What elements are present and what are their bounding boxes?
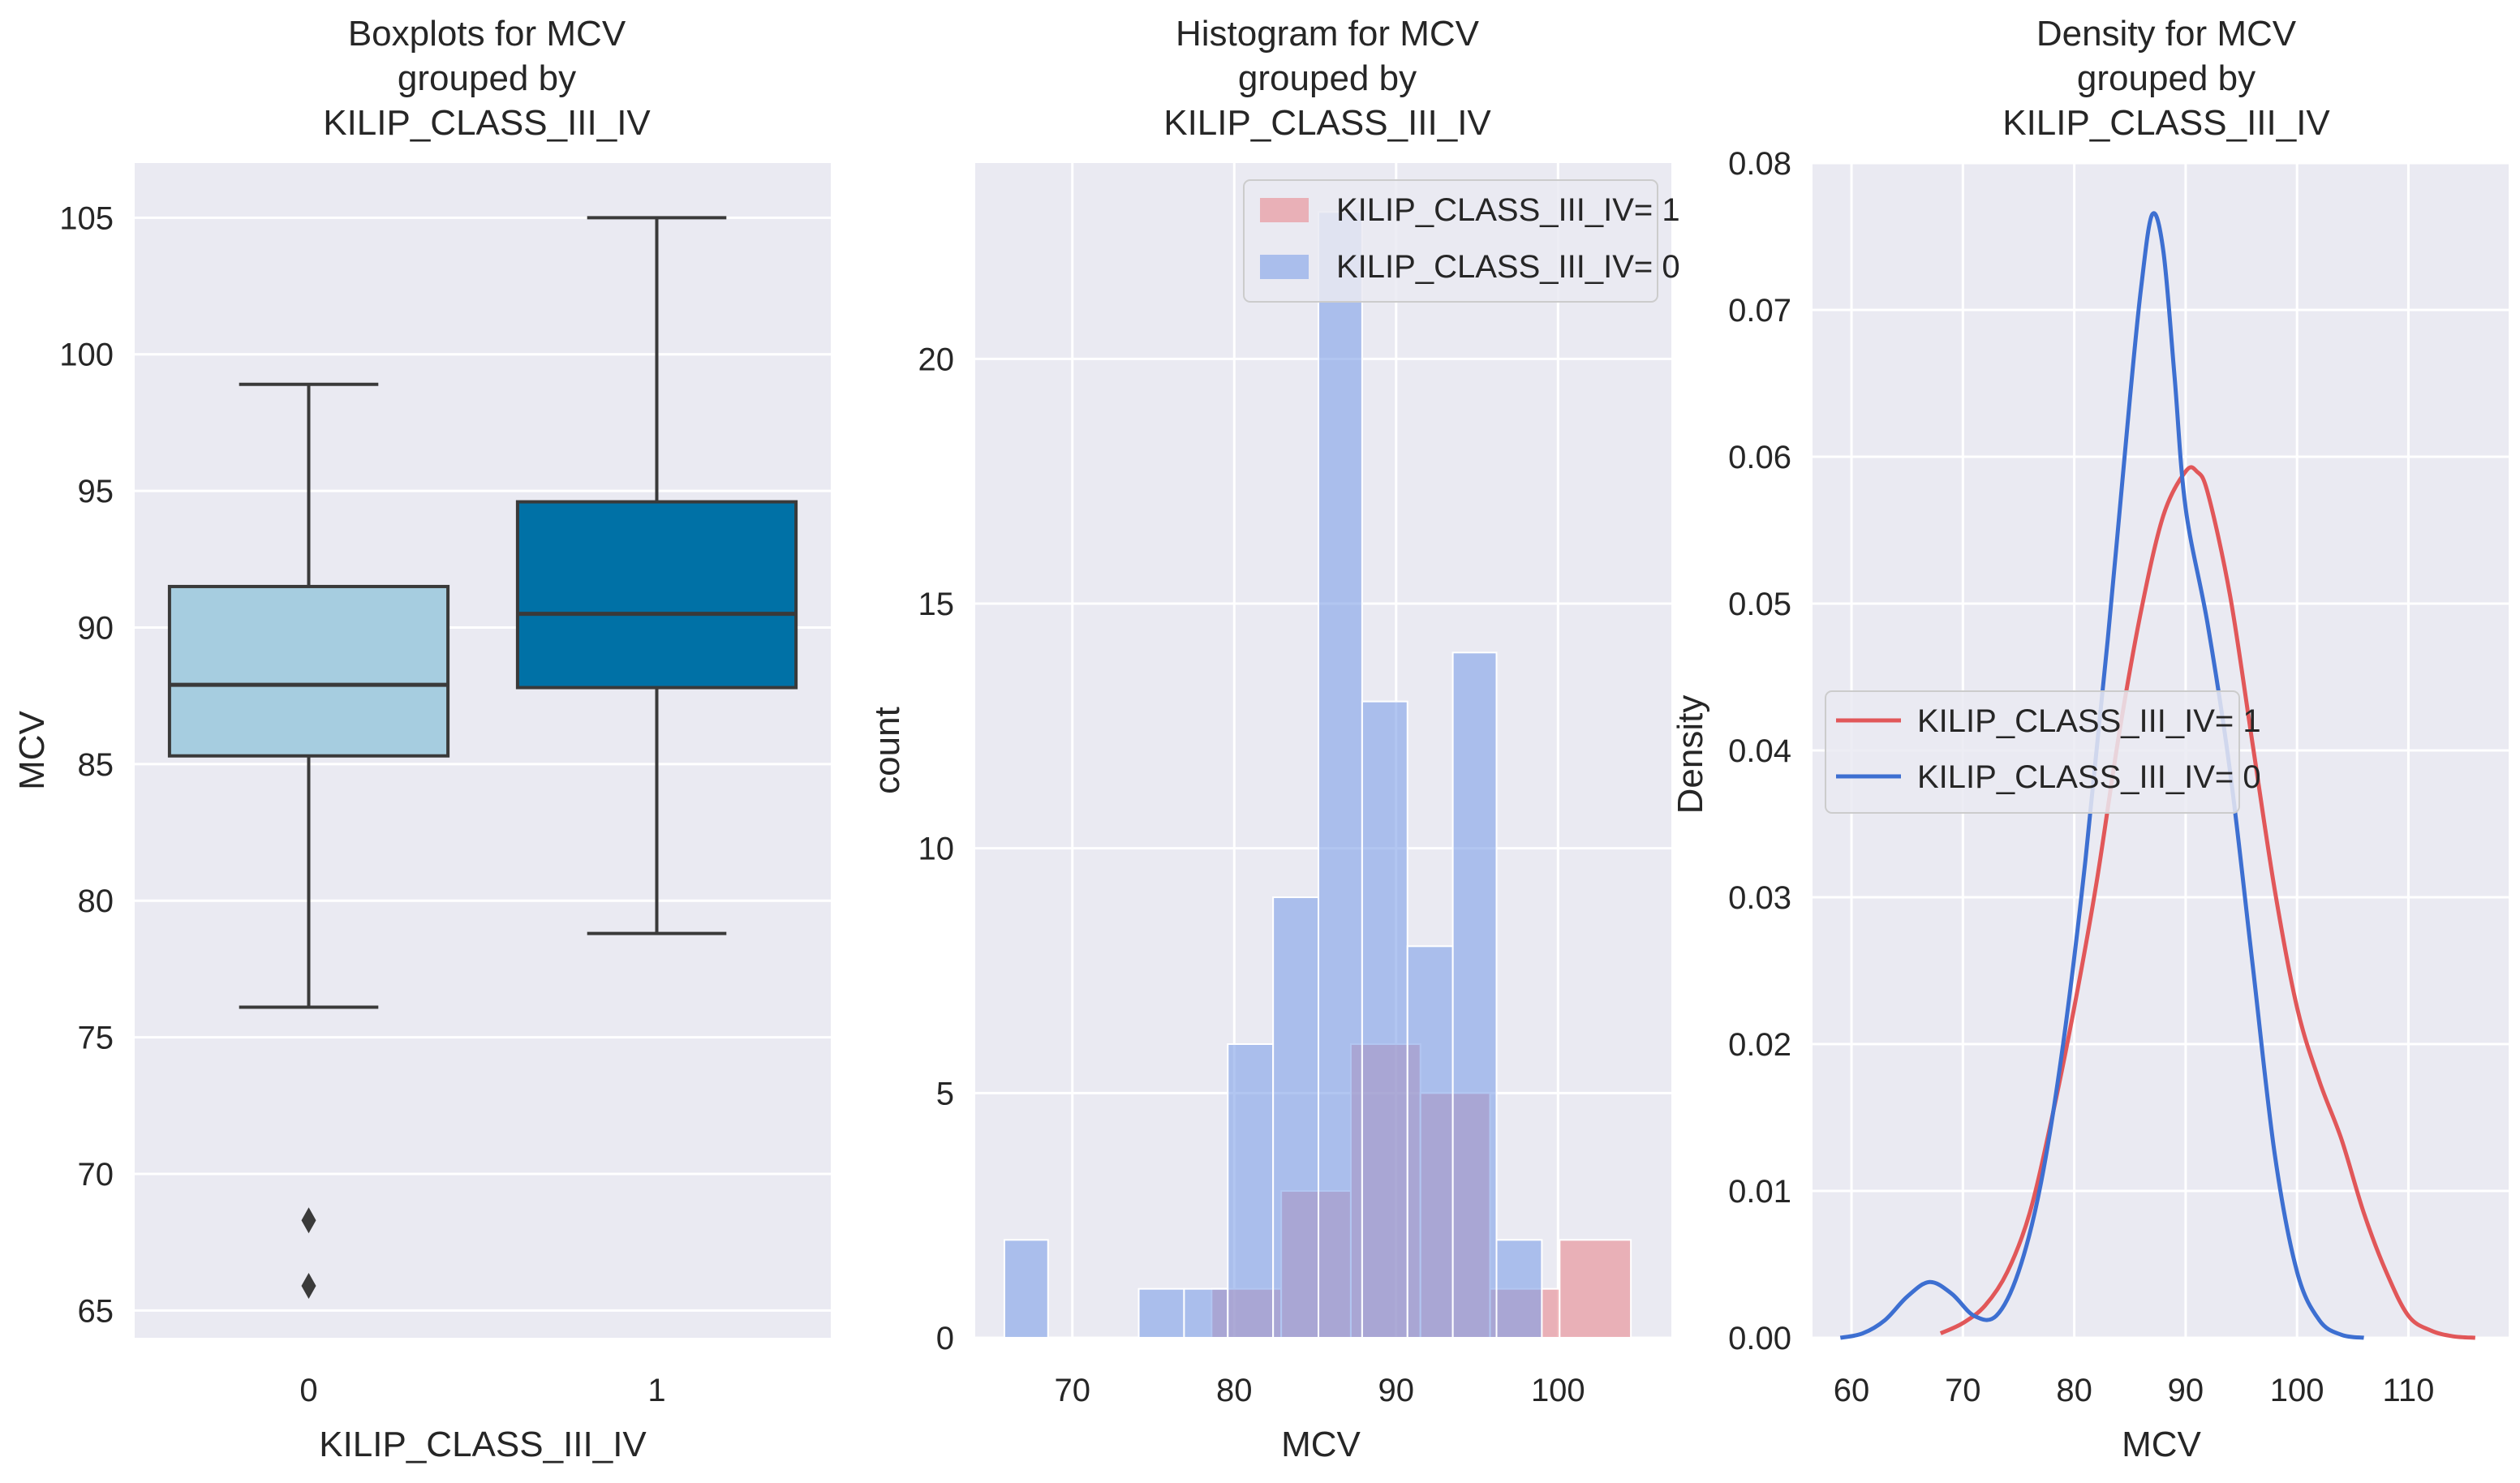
density-y-tick-label: 0.07 bbox=[1728, 293, 1791, 329]
histogram-panel: Histogram for MCV grouped by KILIP_CLASS… bbox=[867, 14, 1680, 1464]
boxplot-y-tick-label: 85 bbox=[78, 747, 114, 783]
density-x-tick-label: 110 bbox=[2383, 1373, 2435, 1408]
density-x-tick-label: 60 bbox=[1834, 1373, 1870, 1408]
density-title-line-1: Density for MCV bbox=[2036, 14, 2297, 54]
histogram-y-tick-label: 0 bbox=[936, 1321, 954, 1356]
boxplot-y-axis-label: MCV bbox=[12, 710, 52, 789]
histogram-y-tick-label: 10 bbox=[918, 832, 955, 867]
density-y-tick-label: 0.02 bbox=[1728, 1027, 1791, 1063]
histogram-bar-series-1 bbox=[1183, 1287, 1229, 1339]
density-x-tick-label: 70 bbox=[1945, 1373, 1981, 1408]
histogram-legend-label-0: KILIP_CLASS_III_IV= 0 bbox=[1336, 249, 1680, 285]
density-title: Density for MCV grouped by KILIP_CLASS_I… bbox=[2002, 14, 2330, 143]
box-iqr-0 bbox=[167, 584, 450, 758]
density-title-line-3: KILIP_CLASS_III_IV bbox=[2002, 103, 2330, 143]
boxplot-y-tick-label: 65 bbox=[78, 1293, 114, 1329]
boxplot-y-tick-label: 80 bbox=[78, 883, 114, 919]
histogram-y-ticks: 0 5 10 15 20 bbox=[918, 342, 955, 1356]
histogram-bar-series-1 bbox=[1495, 1239, 1543, 1339]
boxplot-title: Boxplots for MCV grouped by KILIP_CLASS_… bbox=[323, 14, 651, 143]
density-y-tick-label: 0.00 bbox=[1728, 1321, 1791, 1356]
histogram-bars bbox=[1003, 211, 1632, 1339]
histogram-x-axis-label: MCV bbox=[1281, 1425, 1361, 1464]
histogram-bar-series-1 bbox=[1272, 896, 1320, 1339]
density-y-tick-label: 0.04 bbox=[1728, 733, 1791, 769]
density-y-tick-label: 0.01 bbox=[1728, 1174, 1791, 1210]
histogram-bar-series-1 bbox=[1406, 945, 1454, 1339]
boxplot-y-tick-label: 100 bbox=[59, 337, 114, 373]
density-title-line-2: grouped by bbox=[2077, 58, 2256, 98]
boxplot-y-ticks: 65 70 75 80 85 90 95 100 105 bbox=[59, 200, 114, 1329]
boxplot-y-tick-label: 105 bbox=[59, 200, 114, 236]
histogram-x-ticks: 70 80 90 100 bbox=[1054, 1373, 1585, 1408]
boxplot-title-line-2: grouped by bbox=[398, 58, 576, 98]
density-x-tick-label: 100 bbox=[2270, 1373, 2324, 1408]
histogram-bar-series-1 bbox=[1361, 700, 1408, 1339]
density-x-axis-label: MCV bbox=[2122, 1425, 2201, 1464]
histogram-legend-label-1: KILIP_CLASS_III_IV= 1 bbox=[1336, 192, 1680, 228]
histogram-bar-series-1 bbox=[1451, 651, 1498, 1339]
boxplot-title-line-1: Boxplots for MCV bbox=[348, 14, 626, 54]
histogram-title-line-2: grouped by bbox=[1238, 58, 1417, 98]
histogram-legend-swatch-1 bbox=[1260, 198, 1309, 222]
box-outlier-point bbox=[301, 1207, 316, 1234]
density-y-ticks: 0.00 0.01 0.02 0.03 0.04 0.05 0.06 0.07 0.08 bbox=[1728, 146, 1791, 1356]
density-y-tick-label: 0.05 bbox=[1728, 587, 1791, 622]
boxplot-y-tick-label: 70 bbox=[78, 1157, 114, 1193]
box-outlier-point bbox=[301, 1273, 316, 1300]
density-x-tick-label: 80 bbox=[2056, 1373, 2092, 1408]
histogram-legend-swatch-0 bbox=[1260, 255, 1309, 279]
boxplot-gridlines bbox=[135, 216, 831, 1312]
boxplot-marks bbox=[167, 216, 798, 1300]
histogram-legend: KILIP_CLASS_III_IV= 1 KILIP_CLASS_III_IV… bbox=[1243, 179, 1680, 303]
density-legend-label-0: KILIP_CLASS_III_IV= 0 bbox=[1917, 759, 2261, 795]
histogram-y-tick-label: 15 bbox=[918, 587, 955, 622]
density-legend: KILIP_CLASS_III_IV= 1 KILIP_CLASS_III_IV… bbox=[1825, 690, 2261, 814]
histogram-bar-series-1 bbox=[1003, 1239, 1049, 1339]
histogram-x-tick-label: 90 bbox=[1378, 1373, 1415, 1408]
density-x-ticks: 60 70 80 90 100 110 bbox=[1834, 1373, 2435, 1408]
density-y-tick-label: 0.08 bbox=[1728, 146, 1791, 182]
density-legend-frame bbox=[1825, 690, 2240, 814]
histogram-y-axis-label: count bbox=[867, 707, 907, 794]
density-panel: Density for MCV grouped by KILIP_CLASS_I… bbox=[1671, 14, 2509, 1464]
histogram-title-line-3: KILIP_CLASS_III_IV bbox=[1163, 103, 1491, 143]
histogram-bar-series-1 bbox=[1318, 211, 1363, 1339]
boxplot-title-line-3: KILIP_CLASS_III_IV bbox=[323, 103, 651, 143]
histogram-x-tick-label: 80 bbox=[1216, 1373, 1253, 1408]
histogram-bar-series-1 bbox=[1227, 1043, 1275, 1339]
histogram-bar-series-0 bbox=[1559, 1239, 1632, 1339]
boxplot-panel: Boxplots for MCV grouped by KILIP_CLASS_… bbox=[12, 14, 831, 1464]
density-y-tick-label: 0.03 bbox=[1728, 880, 1791, 916]
histogram-title-line-1: Histogram for MCV bbox=[1176, 14, 1480, 54]
boxplot-y-tick-label: 75 bbox=[78, 1021, 114, 1056]
histogram-x-tick-label: 70 bbox=[1054, 1373, 1090, 1408]
density-lines bbox=[1839, 211, 2475, 1340]
density-legend-label-1: KILIP_CLASS_III_IV= 1 bbox=[1917, 703, 2261, 739]
boxplot-y-tick-label: 90 bbox=[78, 610, 114, 646]
boxplot-x-tick-label: 0 bbox=[299, 1373, 317, 1408]
histogram-legend-frame bbox=[1243, 179, 1658, 303]
histogram-x-tick-label: 100 bbox=[1531, 1373, 1585, 1408]
box-iqr-1 bbox=[515, 500, 798, 690]
histogram-bar-series-1 bbox=[1137, 1287, 1185, 1339]
boxplot-x-axis-label: KILIP_CLASS_III_IV bbox=[319, 1425, 647, 1464]
density-y-tick-label: 0.06 bbox=[1728, 440, 1791, 475]
density-curve-series-1 bbox=[1839, 211, 2364, 1340]
histogram-title: Histogram for MCV grouped by KILIP_CLASS… bbox=[1163, 14, 1491, 143]
boxplot-y-tick-label: 95 bbox=[78, 474, 114, 509]
histogram-y-tick-label: 5 bbox=[936, 1076, 954, 1111]
density-y-axis-label: Density bbox=[1671, 695, 1710, 815]
density-x-tick-label: 90 bbox=[2168, 1373, 2204, 1408]
boxplot-x-tick-label: 1 bbox=[647, 1373, 665, 1408]
histogram-y-tick-label: 20 bbox=[918, 342, 955, 377]
